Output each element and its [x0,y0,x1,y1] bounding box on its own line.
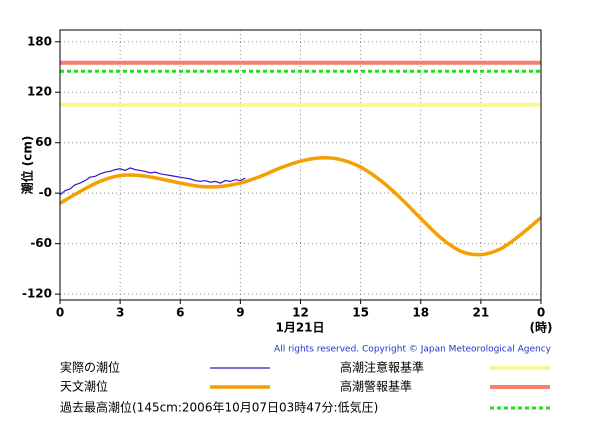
y-tick-label: -0 [39,186,52,200]
legend-label: 高潮警報基準 [340,379,412,394]
x-tick-label: 3 [116,306,124,320]
legend-label: 高潮注意報基準 [340,360,424,375]
actual-line [59,167,246,196]
y-tick-label: -120 [22,287,52,301]
x-tick-label: 9 [236,306,244,320]
y-tick-label: -60 [30,236,52,250]
y-tick-label: 180 [27,34,52,48]
y-tick-label: 60 [35,135,52,149]
x-tick-label: 0 [56,306,64,320]
y-axis-label: 潮位 (cm) [20,136,35,195]
x-axis-label: 1月21日 [275,321,324,335]
x-tick-label: 12 [292,306,309,320]
plot-frame [59,29,542,301]
x-tick-label: 21 [473,306,490,320]
legend-label: 過去最高潮位(145cm:2006年10月07日03時47分:低気圧) [60,400,378,415]
y-tick-label: 120 [27,85,52,99]
legend-label: 実際の潮位 [60,360,120,375]
x-tick-label: 0 [537,306,545,320]
legend-label: 天文潮位 [60,379,108,394]
x-tick-label: 15 [352,306,369,320]
x-tick-label: 6 [176,306,184,320]
astronomical-line [59,156,543,257]
x-tick-label: 18 [412,306,429,320]
x-unit: (時) [530,320,553,335]
credit: All rights reserved. Copyright © Japan M… [274,345,552,355]
